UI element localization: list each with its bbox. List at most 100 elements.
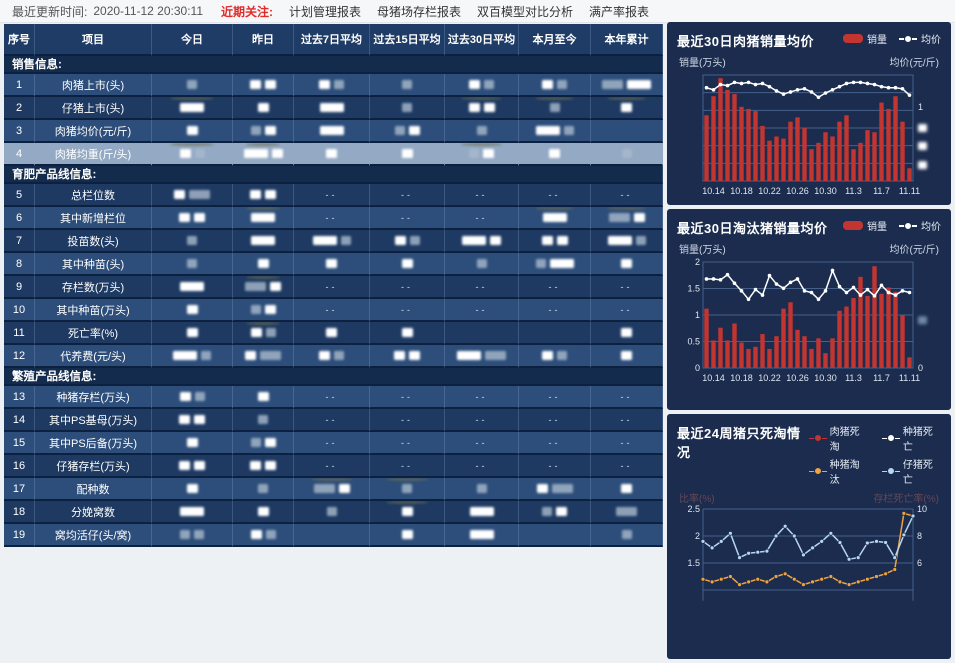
data-cell <box>445 322 519 345</box>
redacted-value <box>257 103 269 113</box>
redacted-value <box>621 103 632 113</box>
redacted-value <box>542 80 553 90</box>
column-header: 本年累计 <box>591 24 663 56</box>
redacted-value <box>563 126 574 136</box>
row-item-name: 窝均活仔(头/窝) <box>35 524 152 547</box>
dash-value: -- <box>401 304 413 315</box>
data-cell: -- <box>294 207 370 230</box>
redacted-value <box>541 236 553 246</box>
redaction-smudge <box>606 207 647 210</box>
redacted-value <box>265 328 276 338</box>
topbar-link[interactable]: 计划管理报表 <box>289 4 362 19</box>
legend-item-仔猪死亡[interactable]: 仔猪死亡 <box>881 456 941 486</box>
table-row-16[interactable]: 16 仔猪存栏(万头) -- -- -- -- -- <box>4 455 663 478</box>
redacted-value <box>556 507 567 517</box>
svg-text:1.5: 1.5 <box>687 284 700 294</box>
legend-item-种猪死亡[interactable]: 种猪死亡 <box>881 423 941 453</box>
data-cell <box>233 276 294 299</box>
table-row-7[interactable]: 7 投苗数(头) <box>4 230 663 253</box>
table-row-11[interactable]: 11 死亡率(%) <box>4 322 663 345</box>
y-axis-title-left: 销量(万头) <box>679 245 726 256</box>
svg-text:1: 1 <box>918 102 923 112</box>
svg-text:10.18: 10.18 <box>730 186 753 196</box>
redacted-value <box>319 126 344 136</box>
redacted-value <box>245 282 266 292</box>
data-cell <box>294 230 370 253</box>
data-cell <box>370 478 445 501</box>
dash-value: -- <box>401 189 413 200</box>
legend-item-种猪淘汰[interactable]: 种猪淘汰 <box>808 456 868 486</box>
data-cell <box>445 143 519 166</box>
redacted-value <box>264 438 276 448</box>
column-header: 今日 <box>152 24 233 56</box>
svg-text:11.7: 11.7 <box>873 373 890 383</box>
table-row-19[interactable]: 19 窝均活仔(头/窝) <box>4 524 663 547</box>
dash-value: -- <box>548 281 561 292</box>
data-cell <box>152 207 233 230</box>
redacted-value <box>180 103 204 113</box>
table-row-2[interactable]: 2 仔猪上市(头) <box>4 97 663 120</box>
table-row-8[interactable]: 8 其中种苗(头) <box>4 253 663 276</box>
table-row-15[interactable]: 15 其中PS后备(万头) -- -- -- -- -- <box>4 432 663 455</box>
table-row-12[interactable]: 12 代养费(元/头) <box>4 345 663 368</box>
legend-item-均价[interactable]: 均价 <box>899 31 941 46</box>
table-row-13[interactable]: 13 种猪存栏(万头) -- -- -- -- -- <box>4 386 663 409</box>
legend-label: 种猪淘汰 <box>829 460 860 486</box>
redacted-value <box>549 103 560 113</box>
svg-text:11.11: 11.11 <box>899 373 920 383</box>
report-table: 序号 项目 今日 昨日 过去7日平均 过去15日平均 过去30日平均 本月至今 本年累计 销售信… <box>4 24 663 547</box>
data-cell <box>370 524 445 547</box>
table-row-1[interactable]: 1 肉猪上市(头) <box>4 74 663 97</box>
topbar-link[interactable]: 母猪场存栏报表 <box>377 4 462 19</box>
data-cell <box>152 276 233 299</box>
redacted-value <box>633 213 645 223</box>
table-row-3[interactable]: 3 肉猪均价(元/斤) <box>4 120 663 143</box>
topbar-link[interactable]: 双百模型对比分析 <box>477 4 574 19</box>
legend-label: 销量 <box>867 35 887 46</box>
table-row-9[interactable]: 9 存栏数(万头) -- -- -- -- -- <box>4 276 663 299</box>
svg-text:10.22: 10.22 <box>758 373 781 383</box>
chart-legend: 肉猪死淘 种猪死亡 种猪淘汰 仔猪死亡 <box>808 423 942 486</box>
redacted-value <box>243 149 268 159</box>
data-cell: -- <box>370 184 445 207</box>
dash-value: -- <box>548 391 561 402</box>
table-row-6[interactable]: 6 其中新增栏位 -- -- -- <box>4 207 663 230</box>
table-row-14[interactable]: 14 其中PS基母(万头) -- -- -- -- -- <box>4 409 663 432</box>
redacted-value <box>186 438 198 448</box>
data-cell: -- <box>370 276 445 299</box>
table-row-4[interactable]: 4 肉猪均重(斤/头) <box>4 143 663 166</box>
data-cell <box>152 299 233 322</box>
legend-line-swatch <box>881 434 900 443</box>
line-series-仔猪死亡 <box>700 513 916 562</box>
data-cell <box>233 455 294 478</box>
data-cell <box>445 97 519 120</box>
row-number: 7 <box>4 230 35 253</box>
svg-text:8: 8 <box>917 531 922 541</box>
legend-item-销量[interactable]: 销量 <box>843 218 887 233</box>
row-number: 3 <box>4 120 35 143</box>
legend-item-销量[interactable]: 销量 <box>843 31 887 46</box>
section-row: 繁殖产品线信息: <box>4 368 663 386</box>
data-cell <box>152 455 233 478</box>
row-number: 4 <box>4 143 35 166</box>
row-number: 6 <box>4 207 35 230</box>
data-cell <box>519 322 591 345</box>
table-row-17[interactable]: 17 配种数 <box>4 478 663 501</box>
redacted-value <box>250 305 261 315</box>
redacted-value <box>476 259 487 269</box>
table-row-10[interactable]: 10 其中种苗(万头) -- -- -- -- -- <box>4 299 663 322</box>
data-cell <box>445 230 519 253</box>
data-cell: -- <box>591 386 663 409</box>
data-cell <box>519 478 591 501</box>
redacted-value <box>250 126 261 136</box>
data-cell <box>445 253 519 276</box>
chart-head: 最近30日淘汰猪销量均价 销量 均价 <box>677 218 941 237</box>
data-cell: -- <box>445 276 519 299</box>
legend-item-均价[interactable]: 均价 <box>899 218 941 233</box>
data-cell <box>591 253 663 276</box>
table-row-5[interactable]: 5 总栏位数 -- -- -- -- -- <box>4 184 663 207</box>
update-time-label: 最近更新时间: <box>12 4 88 19</box>
table-row-18[interactable]: 18 分娩窝数 <box>4 501 663 524</box>
legend-item-肉猪死淘[interactable]: 肉猪死淘 <box>808 423 868 453</box>
topbar-link[interactable]: 满产率报表 <box>589 4 650 19</box>
